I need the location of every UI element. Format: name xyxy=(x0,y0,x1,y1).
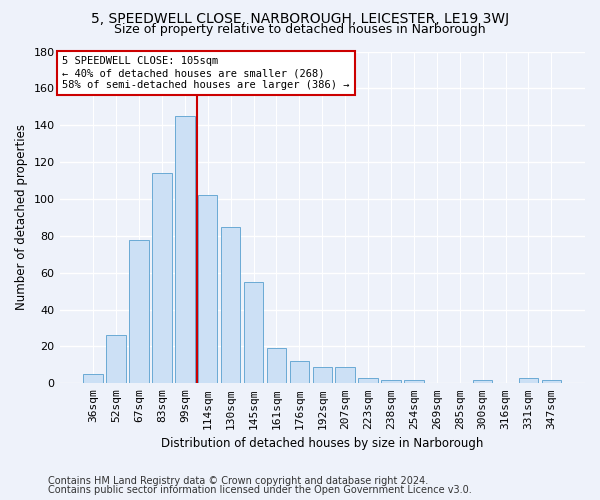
Bar xyxy=(129,240,149,384)
Bar xyxy=(381,380,401,384)
Bar xyxy=(358,378,378,384)
Bar xyxy=(404,380,424,384)
Bar xyxy=(542,380,561,384)
Bar xyxy=(83,374,103,384)
Bar xyxy=(519,378,538,384)
Text: Contains public sector information licensed under the Open Government Licence v3: Contains public sector information licen… xyxy=(48,485,472,495)
Text: Contains HM Land Registry data © Crown copyright and database right 2024.: Contains HM Land Registry data © Crown c… xyxy=(48,476,428,486)
Text: 5 SPEEDWELL CLOSE: 105sqm
← 40% of detached houses are smaller (268)
58% of semi: 5 SPEEDWELL CLOSE: 105sqm ← 40% of detac… xyxy=(62,56,350,90)
Bar xyxy=(244,282,263,384)
X-axis label: Distribution of detached houses by size in Narborough: Distribution of detached houses by size … xyxy=(161,437,484,450)
Bar xyxy=(335,366,355,384)
Bar xyxy=(221,226,241,384)
Bar xyxy=(290,361,309,384)
Bar xyxy=(198,196,217,384)
Bar xyxy=(106,336,126,384)
Y-axis label: Number of detached properties: Number of detached properties xyxy=(15,124,28,310)
Text: Size of property relative to detached houses in Narborough: Size of property relative to detached ho… xyxy=(114,22,486,36)
Bar xyxy=(175,116,194,384)
Bar xyxy=(267,348,286,384)
Text: 5, SPEEDWELL CLOSE, NARBOROUGH, LEICESTER, LE19 3WJ: 5, SPEEDWELL CLOSE, NARBOROUGH, LEICESTE… xyxy=(91,12,509,26)
Bar xyxy=(152,173,172,384)
Bar xyxy=(473,380,493,384)
Bar xyxy=(313,366,332,384)
